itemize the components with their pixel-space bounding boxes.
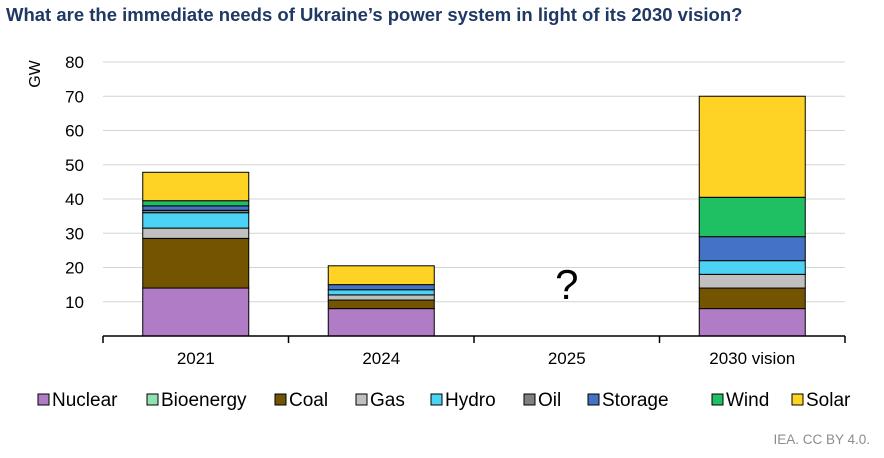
bar-segment-gas [327,294,435,301]
y-tick-label: 10 [65,293,84,312]
legend-label: Gas [370,390,405,411]
legend-swatch-nuclear [37,393,50,406]
legend-swatch-gas [355,393,368,406]
bar-segment-coal [142,237,250,289]
bar-segment-coal [327,299,435,310]
bar-segment-wind [698,196,806,238]
bar-segment-solar [698,95,806,198]
bar-segment-nuclear [698,308,806,337]
y-tick-label: 60 [65,122,84,141]
bar-segment-solar [142,171,250,202]
legend-swatch-storage [587,393,600,406]
bar-segment-nuclear [142,287,250,337]
bar-segment-hydro [327,289,435,296]
y-axis-label: GW [27,59,44,87]
y-tick-label: 40 [65,190,84,209]
legend-swatch-hydro [430,393,443,406]
bar-segment-hydro [698,260,806,275]
bar-segment-gas [698,273,806,289]
bar-segment-hydro [142,212,250,229]
legend-label: Solar [806,390,851,411]
bar-segment-wind [142,200,250,207]
bar-segment-storage [142,205,250,211]
x-tick-label: 2025 [548,349,586,368]
y-tick-label: 30 [65,224,84,243]
legend-label: Nuclear [52,390,118,411]
chart-title: What are the immediate needs of Ukraine’… [6,4,743,25]
annotation-question-mark: ? [555,261,578,308]
bar-segment-storage [327,284,435,291]
source-credit: IEA. CC BY 4.0. [773,432,870,447]
x-tick-label: 2021 [177,349,215,368]
legend-label: Wind [726,390,769,411]
legend-swatch-bioenergy [146,393,159,406]
y-tick-label: 20 [65,259,84,278]
legend-swatch-solar [791,393,804,406]
bar-segment-solar [327,265,435,286]
legend-label: Bioenergy [161,390,247,411]
x-tick-label: 2024 [362,349,400,368]
y-tick-label: 70 [65,87,84,106]
y-tick-label: 50 [65,156,84,175]
legend-swatch-wind [711,393,724,406]
bar-segment-nuclear [327,308,435,337]
legend-swatch-oil [523,393,536,406]
x-tick-label: 2030 vision [709,349,795,368]
legend-label: Coal [289,390,328,411]
legend-label: Hydro [445,390,496,411]
y-tick-label: 80 [65,53,84,72]
legend-label: Storage [602,390,669,411]
legend-swatch-coal [274,393,287,406]
bar-segment-storage [698,236,806,262]
bar-segment-coal [698,287,806,310]
bar-segment-gas [142,227,250,239]
legend-label: Oil [538,390,561,411]
